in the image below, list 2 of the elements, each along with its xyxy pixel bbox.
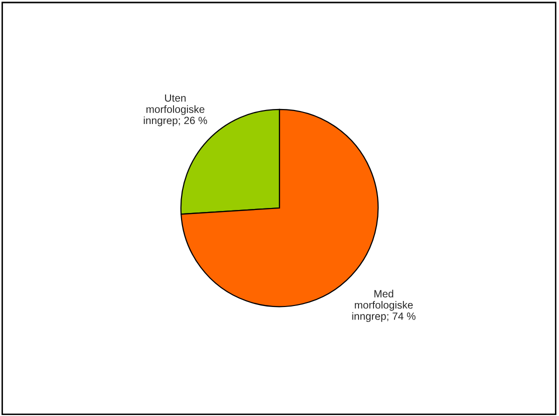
slice-label: Uten morfologiske inngrep; 26 % — [144, 94, 208, 126]
slice-label: Med morfologiske inngrep; 74 % — [352, 290, 416, 322]
